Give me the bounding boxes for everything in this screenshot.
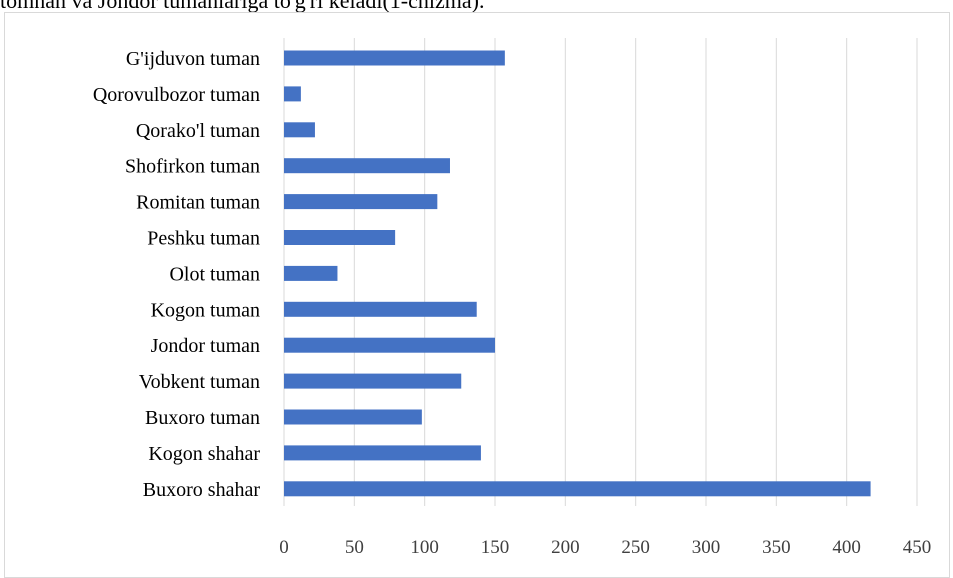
- category-label: Buxoro shahar: [143, 479, 261, 501]
- category-label: G'ijduvon tuman: [126, 48, 260, 70]
- bar: [284, 373, 462, 389]
- category-label: Qorovulbozor tuman: [93, 84, 260, 106]
- x-tick-label: 250: [621, 537, 650, 558]
- bar: [284, 445, 481, 461]
- category-label: Kogon tuman: [151, 299, 260, 321]
- bar: [284, 230, 396, 245]
- bar: [284, 409, 422, 425]
- bars: [284, 50, 871, 497]
- category-label: Jondor tuman: [151, 335, 260, 357]
- category-label: Olot tuman: [169, 263, 260, 285]
- bar: [284, 194, 438, 210]
- x-tick-label: 50: [345, 537, 364, 558]
- category-label: Romitan tuman: [136, 192, 260, 214]
- bar: [284, 337, 495, 353]
- figure-caption: tomnan va Jondor tumanlariga to'g'ri kel…: [0, 0, 485, 13]
- bar: [284, 50, 505, 66]
- bar: [284, 301, 477, 317]
- category-labels: G'ijduvon tuman Qorovulbozor tuman Qorako'…: [93, 48, 261, 501]
- bar: [284, 122, 315, 138]
- gridlines: [283, 38, 918, 506]
- x-tick-label: 200: [551, 537, 580, 558]
- category-label: Kogon shahar: [148, 443, 260, 465]
- category-label: Buxoro tuman: [145, 407, 260, 429]
- bar: [284, 265, 338, 281]
- x-tick-labels: 0 50 100 150 200 250 300 350 400 450: [279, 537, 931, 558]
- bar: [284, 158, 450, 174]
- x-tick-label: 0: [279, 537, 289, 558]
- x-tick-label: 150: [481, 537, 510, 558]
- category-label: Vobkent tuman: [139, 371, 260, 393]
- category-label: Qorako'l tuman: [136, 120, 260, 142]
- x-tick-label: 400: [832, 537, 861, 558]
- x-tick-label: 450: [903, 537, 932, 558]
- category-label: Peshku tuman: [147, 228, 260, 250]
- x-tick-label: 300: [692, 537, 721, 558]
- bar: [284, 481, 871, 497]
- category-label: Shofirkon tuman: [125, 156, 260, 178]
- bar: [284, 86, 301, 102]
- x-tick-label: 100: [410, 537, 439, 558]
- x-tick-label: 350: [762, 537, 791, 558]
